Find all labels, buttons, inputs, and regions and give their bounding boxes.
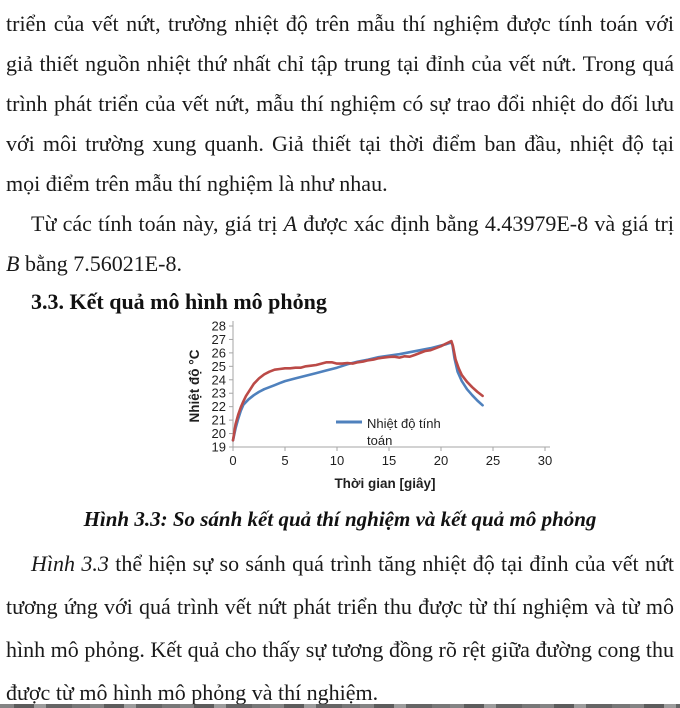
y-axis-title: Nhiệt độ °C (187, 349, 202, 422)
x-tick-label: 10 (330, 453, 344, 468)
y-tick-label: 22 (212, 399, 226, 414)
y-tick-label: 24 (212, 372, 226, 387)
scan-edge-artifact (0, 704, 680, 708)
text-run: được xác định bằng 4.43979E-8 và giá trị (297, 211, 674, 236)
variable-a: A (283, 211, 298, 236)
legend-label-line: Nhiệt độ tính (367, 416, 441, 431)
figure-reference: Hình 3.3 (31, 551, 109, 576)
paragraph-ab-values: Từ các tính toán này, giá trị A được xác… (6, 204, 674, 284)
text-run: Từ các tính toán này, giá trị (31, 211, 284, 236)
series-lines (231, 339, 484, 442)
x-tick-label: 30 (538, 453, 552, 468)
y-tick-label: 25 (212, 359, 226, 374)
variable-b: B (6, 251, 20, 276)
y-tick-label: 21 (212, 413, 226, 428)
y-tick-label: 26 (212, 345, 226, 360)
section-heading-3-3: 3.3. Kết quả mô hình mô phỏng (31, 289, 327, 314)
y-tick-label: 19 (212, 440, 226, 455)
chart-legend: Nhiệt độ tính toán (336, 416, 441, 448)
text-run: thể hiện sự so sánh quá trình tăng nhiệt… (6, 551, 674, 705)
series-line-1 (231, 341, 484, 442)
y-tick-label: 28 (212, 319, 226, 334)
x-tick-label: 0 (229, 453, 236, 468)
figure-caption: Hình 3.3: So sánh kết quả thí nghiệm và … (83, 507, 597, 531)
paragraph-discussion: Hình 3.3 thể hiện sự so sánh quá trình t… (6, 542, 674, 708)
text-run: bằng 7.56021E-8. (19, 251, 182, 276)
legend-label-line: toán (367, 433, 392, 448)
y-tick-label: 23 (212, 386, 226, 401)
paragraph-crack-development: triển của vết nứt, trường nhiệt độ trên … (6, 11, 674, 196)
x-tick-label: 20 (434, 453, 448, 468)
x-axis-title: Thời gian [giây] (334, 476, 435, 491)
x-tick-label: 25 (486, 453, 500, 468)
y-tick-label: 27 (212, 332, 226, 347)
y-tick-label: 20 (212, 426, 226, 441)
x-axis: 0 5 10 15 20 25 30 (229, 446, 552, 468)
x-tick-label: 5 (281, 453, 288, 468)
figure-3-3: 19 20 21 22 23 24 25 26 27 28 0 5 10 15 20 25 30 Nhiệt … (6, 314, 674, 494)
x-tick-label: 15 (382, 453, 396, 468)
series-line-2 (231, 339, 484, 442)
